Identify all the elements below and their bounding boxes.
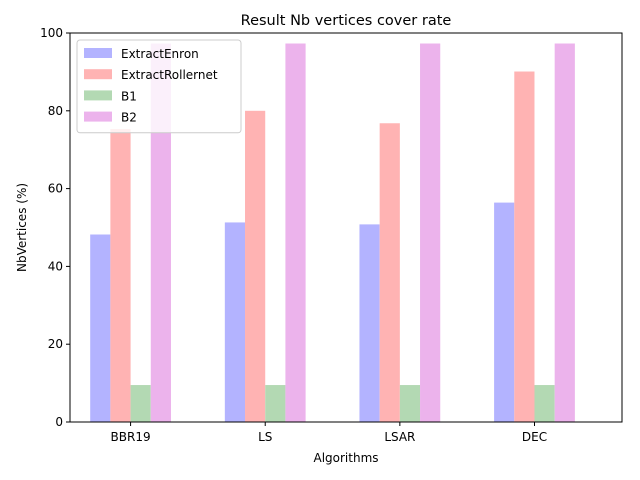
bar-extractrollernet-dec bbox=[514, 71, 535, 423]
y-tick-label: 60 bbox=[48, 182, 63, 196]
legend: ExtractEnron ExtractRollernet B1 B2 bbox=[76, 39, 242, 134]
bar-extractrollernet-lsar bbox=[379, 123, 400, 423]
bar-b2-dec bbox=[554, 43, 575, 423]
legend-box bbox=[76, 39, 242, 134]
y-axis-label: NbVertices (%) bbox=[15, 183, 29, 272]
legend-label-b2: B2 bbox=[121, 111, 137, 125]
y-axis: 0 20 40 60 80 100 bbox=[40, 26, 70, 429]
y-tick-label: 20 bbox=[48, 337, 63, 351]
legend-swatch-extractenron bbox=[84, 48, 112, 58]
bar-b2-ls bbox=[285, 43, 306, 423]
bars-layer bbox=[90, 43, 575, 423]
bar-extractenron-lsar bbox=[359, 224, 380, 422]
legend-label-extractrollernet: ExtractRollernet bbox=[121, 68, 218, 82]
bar-b1-dec bbox=[534, 385, 555, 422]
legend-swatch-b1 bbox=[84, 90, 112, 101]
y-tick-label: 100 bbox=[40, 26, 63, 40]
bar-extractenron-ls bbox=[224, 222, 246, 422]
legend-label-b1: B1 bbox=[121, 89, 137, 103]
bar-extractenron-bbr19 bbox=[90, 234, 111, 422]
x-axis-label: Algorithms bbox=[313, 451, 378, 465]
bar-extractrollernet-ls bbox=[245, 110, 266, 423]
bar-b1-ls bbox=[265, 385, 286, 422]
bar-b1-lsar bbox=[399, 385, 421, 422]
bar-b1-bbr19 bbox=[130, 385, 151, 422]
bar-extractrollernet-bbr19 bbox=[110, 129, 131, 422]
x-tick-label-lsar: LSAR bbox=[384, 430, 415, 444]
y-tick-label: 0 bbox=[55, 415, 63, 429]
legend-label-extractenron: ExtractEnron bbox=[121, 47, 199, 61]
bar-b2-bbr19 bbox=[150, 43, 171, 423]
x-axis: BBR19 LS LSAR DEC bbox=[111, 422, 547, 444]
legend-swatch-extractrollernet bbox=[84, 69, 112, 80]
bar-b2-lsar bbox=[420, 43, 441, 423]
legend-swatch-b2 bbox=[84, 111, 112, 122]
plot-frame bbox=[69, 32, 623, 423]
chart-title: Result Nb vertices cover rate bbox=[241, 13, 452, 29]
y-tick-label: 40 bbox=[48, 259, 63, 273]
bar-extractenron-dec bbox=[494, 202, 515, 422]
x-tick-label-dec: DEC bbox=[522, 430, 547, 444]
x-tick-label-ls: LS bbox=[258, 430, 272, 444]
x-tick-label-bbr19: BBR19 bbox=[111, 430, 151, 444]
y-tick-label: 80 bbox=[48, 104, 63, 118]
